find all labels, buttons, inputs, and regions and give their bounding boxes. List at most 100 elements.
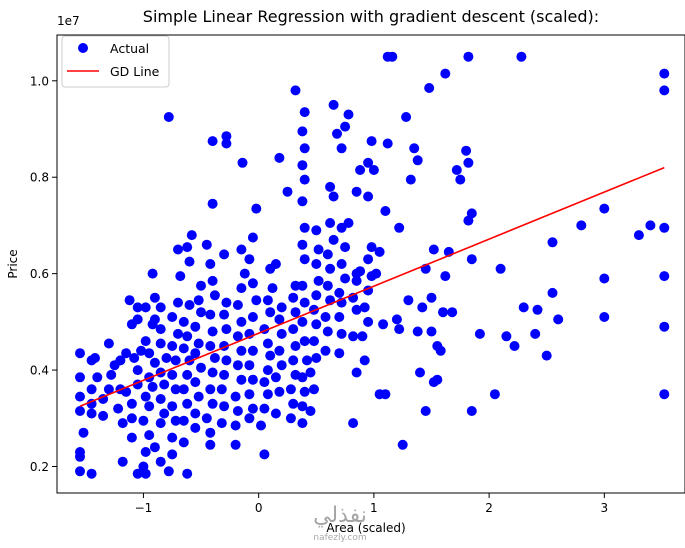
data-point [336,259,347,269]
data-point [207,398,218,409]
data-point [553,314,564,325]
data-point [309,384,319,395]
data-point [297,372,308,383]
data-point [380,206,391,216]
data-point [219,249,230,260]
data-point [599,312,610,322]
data-point [207,367,218,378]
x-tick-label: 0 [255,501,263,515]
data-point [382,138,393,149]
data-point [78,427,89,438]
x-axis-ticks: −1 0 1 2 3 [135,493,608,515]
data-point [259,377,270,388]
data-point [343,109,354,120]
data-point [173,297,183,308]
data-point [426,326,437,337]
data-point [126,432,137,443]
data-point [247,312,258,322]
data-point [297,316,308,327]
data-point [305,406,316,416]
data-point [309,336,319,347]
y-tick-label: 0.4 [30,364,49,378]
data-point [144,348,155,359]
data-point [129,353,140,363]
data-point [205,341,216,351]
data-point [205,384,216,395]
data-point [659,271,670,282]
data-point [351,275,362,286]
data-point [405,174,416,185]
data-point [163,466,174,477]
data-point [290,341,301,351]
data-point [322,280,333,291]
data-point [190,321,201,332]
data-point [380,389,391,400]
data-point [178,384,189,395]
data-point [86,384,97,395]
data-point [417,302,428,313]
data-point [113,403,124,414]
data-point [409,143,420,154]
data-point [216,384,227,395]
data-point [274,386,285,397]
data-point [397,439,408,450]
data-point [440,68,451,79]
legend-label-actual: Actual [110,41,149,56]
data-point [466,406,477,416]
data-point [659,68,670,79]
data-point [334,287,345,298]
data-point [115,355,126,366]
data-point [138,415,149,426]
data-point [320,312,331,322]
data-point [262,389,273,400]
data-point [447,307,458,318]
data-point [274,345,285,356]
data-point [412,326,423,337]
data-point [336,143,347,154]
data-point [355,165,366,175]
data-point [126,398,137,409]
x-tick-label: −1 [135,501,153,515]
data-point [190,422,201,433]
data-point [455,174,466,185]
data-point [205,439,216,450]
data-point [232,300,243,310]
data-point [532,304,543,315]
x-axis-label: Area (scaled) [326,521,405,535]
data-point [221,324,232,335]
data-point [633,230,644,241]
watermark: نفذلي nafezly.com [313,503,367,543]
data-point [244,413,255,424]
data-point [282,186,293,197]
data-point [205,259,216,269]
data-point [366,242,377,253]
data-point [182,369,193,380]
data-point [288,324,299,335]
data-point [196,307,206,318]
data-point [290,307,301,318]
data-point [348,418,359,429]
data-point [190,408,201,419]
data-point [299,386,310,397]
data-point [221,138,232,149]
data-point [207,326,218,337]
data-point [547,287,558,298]
data-point [161,353,172,363]
data-point [236,345,247,356]
data-point [230,391,241,402]
data-point [357,331,368,342]
data-point [247,403,258,414]
data-point [244,389,255,400]
data-point [401,112,412,122]
data-point [205,427,216,438]
data-point [428,244,439,255]
data-point [343,218,354,228]
data-point [415,367,425,378]
x-tick-label: 1 [370,501,378,515]
data-point [126,413,137,424]
data-point [259,403,270,414]
y-axis-offset-label: 1e7 [57,14,80,28]
data-point [285,384,296,395]
